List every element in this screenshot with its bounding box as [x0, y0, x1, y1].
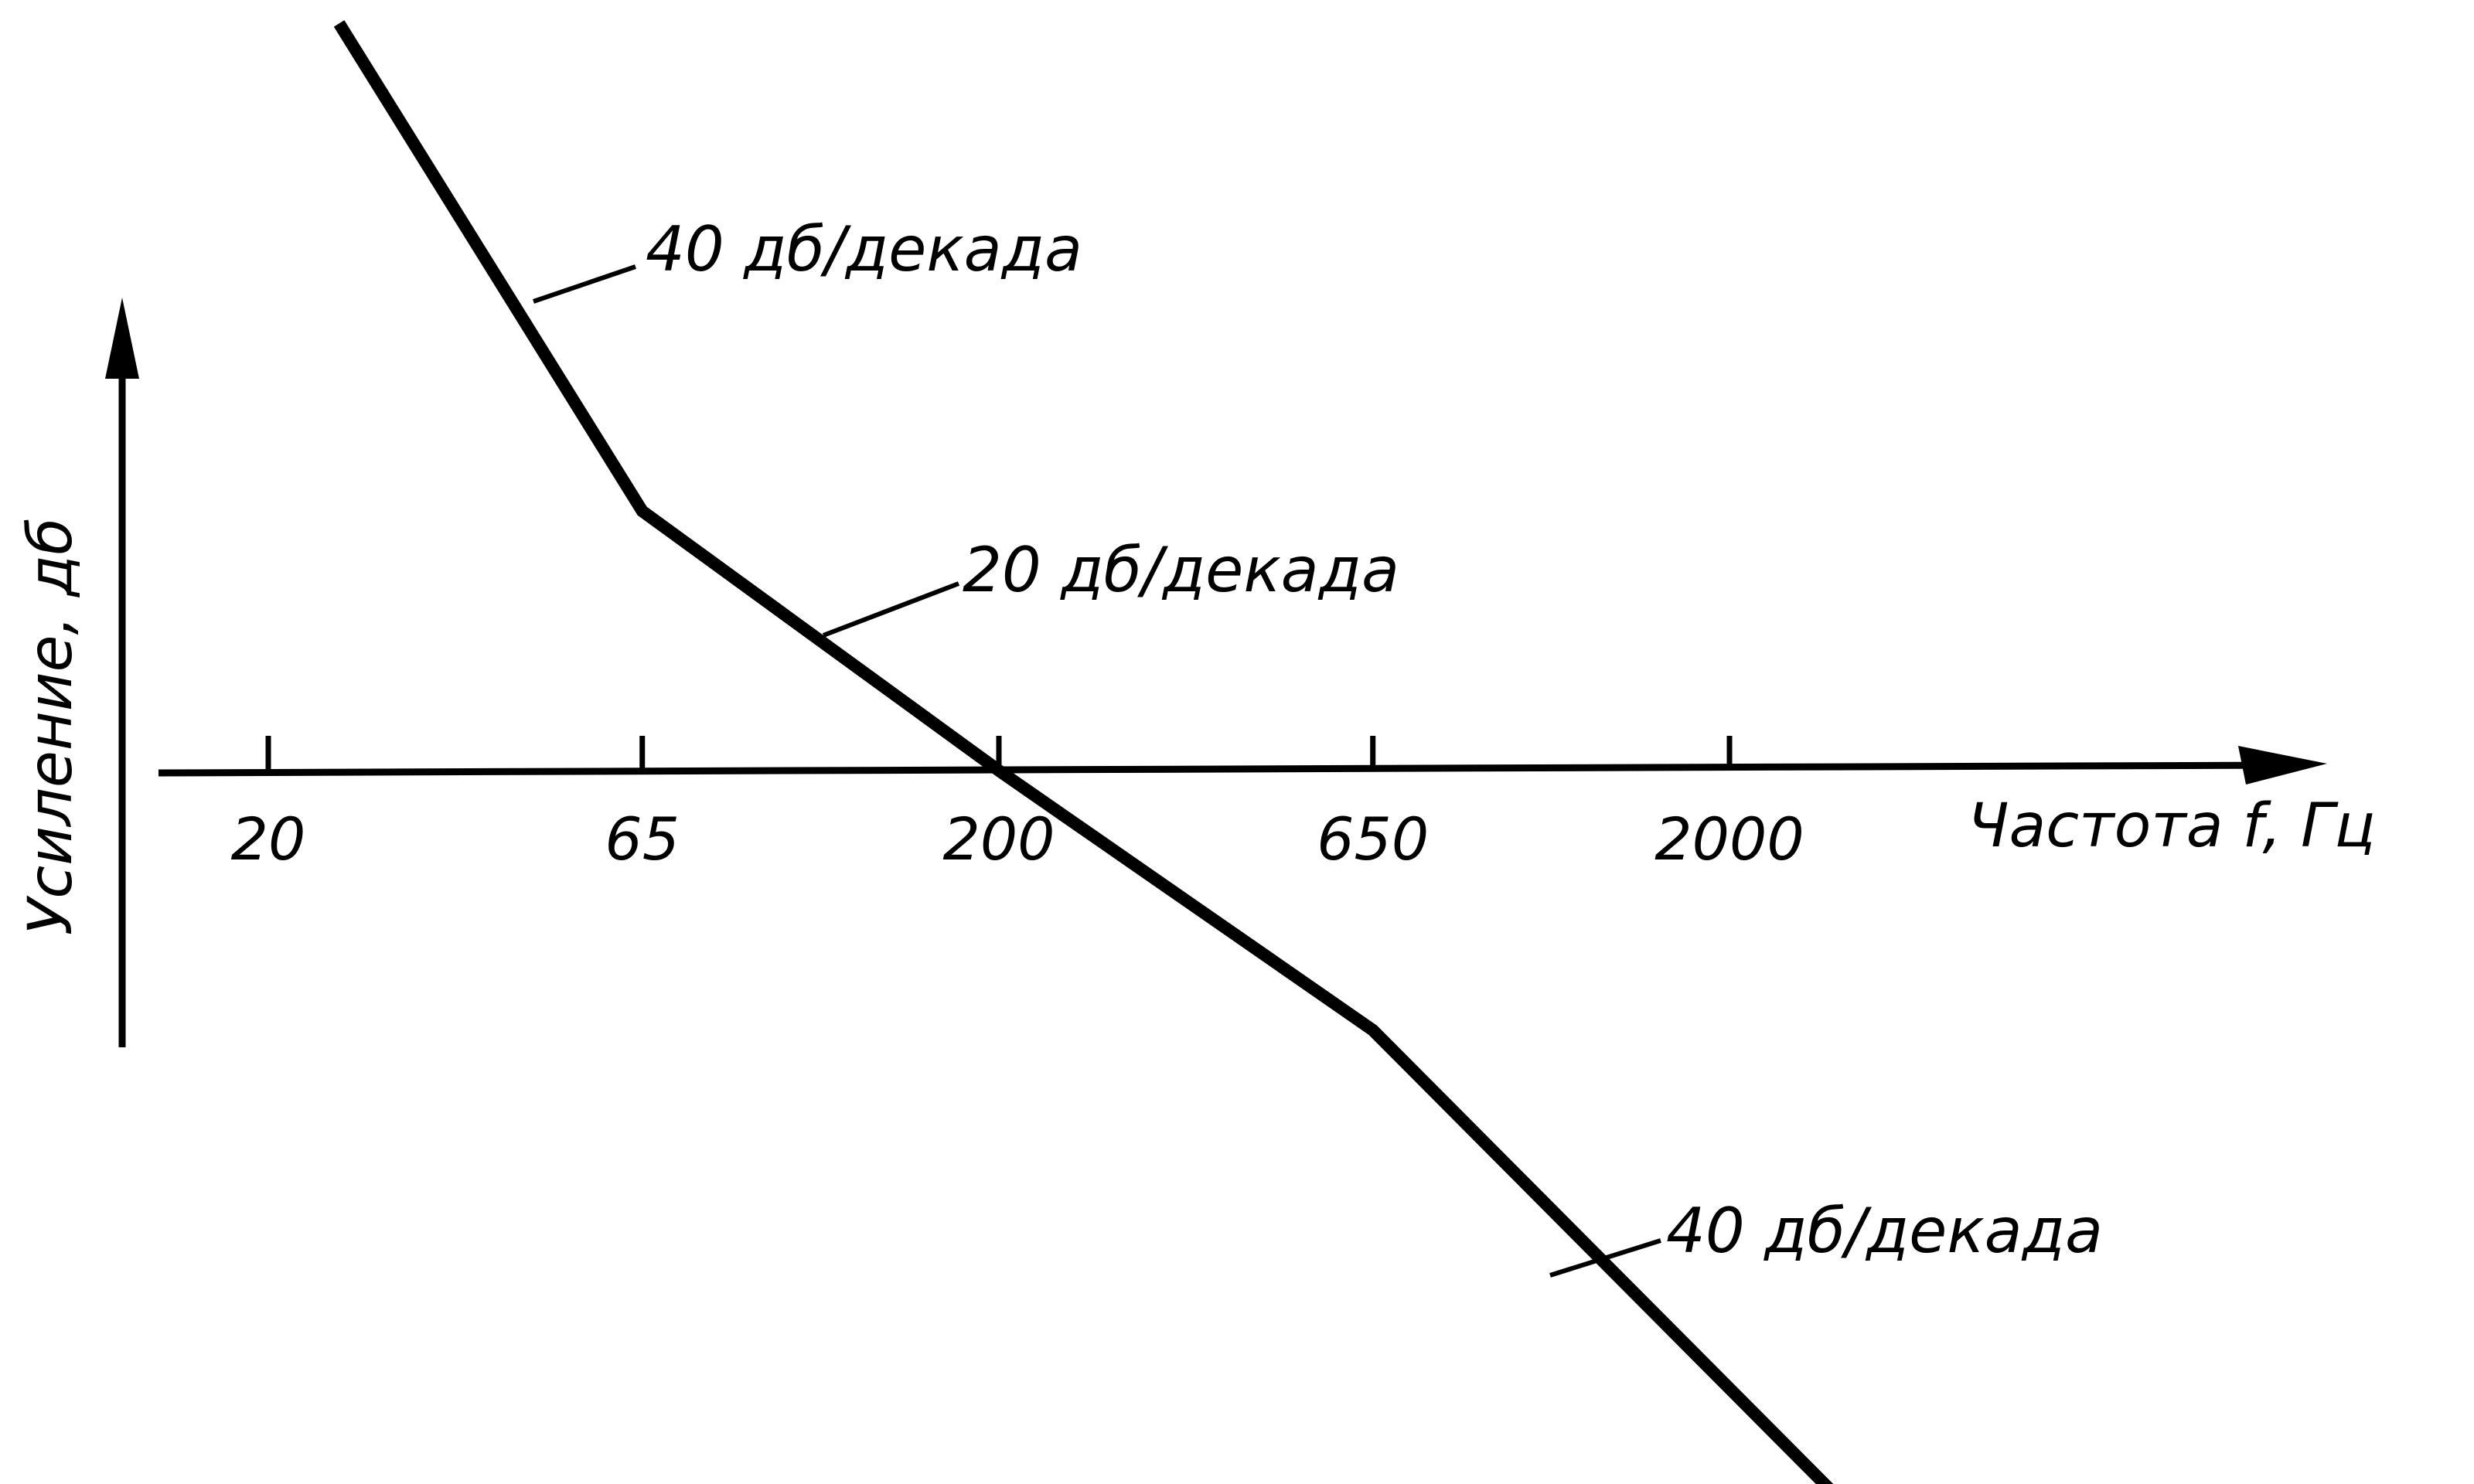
x-axis-label: Частота f, Гц [1968, 791, 2376, 861]
annotation-leader-3 [1549, 1238, 1661, 1278]
annotation-middle-slope: 20 дб/декада [963, 534, 1399, 606]
x-ticks: 20 65 200 650 2000 [231, 736, 1804, 873]
x-tick-label-20: 20 [231, 805, 306, 873]
annotation-leader-1 [533, 264, 636, 304]
annotation-low-slope: 40 дб/декада [646, 213, 1082, 285]
annotation-leader-2 [822, 581, 960, 638]
x-axis-arrow [2238, 746, 2327, 785]
series-line [333, 20, 1834, 1484]
x-tick-label-200: 200 [942, 805, 1055, 873]
annotation-high-slope: 40 дб/декада [1666, 1195, 2103, 1267]
x-tick-label-650: 650 [1317, 805, 1429, 873]
y-axis-label: Усиление, дб [16, 518, 86, 935]
x-tick-label-2000: 2000 [1654, 805, 1804, 873]
x-axis-line [158, 761, 2281, 777]
y-axis-arrow [105, 298, 139, 379]
x-tick-label-65: 65 [605, 805, 680, 873]
